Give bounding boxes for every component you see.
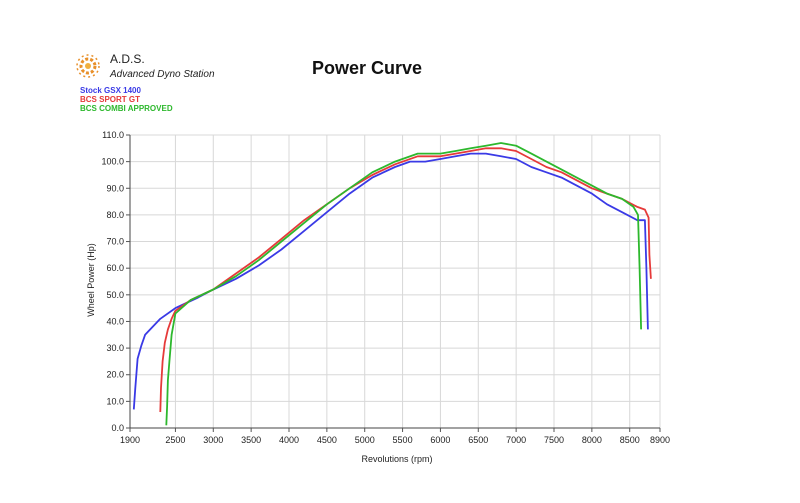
x-tick-label: 4500 — [317, 435, 337, 445]
y-tick-label: 110.0 — [102, 130, 124, 140]
series-line — [165, 142, 642, 426]
legend-entry: BCS SPORT GT — [80, 95, 140, 104]
x-tick-label: 5500 — [393, 435, 413, 445]
x-tick-label: 7000 — [506, 435, 526, 445]
y-axis-label: Wheel Power (Hp) — [86, 243, 96, 317]
series-line — [132, 152, 649, 410]
x-tick-label: 1900 — [120, 435, 140, 445]
y-tick-label: 50.0 — [106, 290, 124, 300]
axes — [129, 135, 660, 429]
y-tick-label: 70.0 — [106, 237, 124, 247]
y-tick-label: 80.0 — [106, 210, 124, 220]
x-tick-label: 5000 — [355, 435, 375, 445]
logo-name: A.D.S. — [110, 52, 145, 66]
legend-entry: Stock GSX 1400 — [80, 86, 141, 95]
sun-logo-icon — [76, 54, 100, 78]
x-tick-label: 6000 — [430, 435, 450, 445]
y-tick-label: 30.0 — [106, 343, 124, 353]
x-axis-label: Revolutions (rpm) — [361, 454, 432, 464]
x-tick-label: 4000 — [279, 435, 299, 445]
x-tick-label: 3000 — [203, 435, 223, 445]
x-tick-label: 2500 — [165, 435, 185, 445]
y-axis-ticks: 0.0 10.0 20.0 30.0 40.0 50.0 60.0 70.0 80.0 90.0 1… — [101, 130, 130, 433]
y-tick-label: 40.0 — [106, 316, 124, 326]
x-tick-label: 8900 — [650, 435, 670, 445]
series-lines — [132, 142, 652, 426]
y-tick-label: 100.0 — [101, 157, 124, 167]
y-tick-label: 60.0 — [106, 263, 124, 273]
y-tick-label: 20.0 — [106, 370, 124, 380]
x-tick-label: 7500 — [544, 435, 564, 445]
ads-logo: A.D.S. Advanced Dyno Station — [76, 52, 215, 80]
x-tick-label: 3500 — [241, 435, 261, 445]
x-tick-label: 8000 — [582, 435, 602, 445]
logo-subtitle: Advanced Dyno Station — [109, 69, 215, 80]
chart-title: Power Curve — [312, 58, 422, 78]
x-tick-label: 8500 — [620, 435, 640, 445]
x-tick-label: 6500 — [468, 435, 488, 445]
legend-entry: BCS COMBI APPROVED — [80, 104, 173, 113]
y-tick-label: 10.0 — [106, 396, 124, 406]
y-tick-label: 0.0 — [111, 423, 124, 433]
y-tick-label: 90.0 — [106, 183, 124, 193]
x-axis-ticks: 1900 2500 3000 3500 4000 4500 5000 5500 6000 6500… — [120, 428, 670, 445]
